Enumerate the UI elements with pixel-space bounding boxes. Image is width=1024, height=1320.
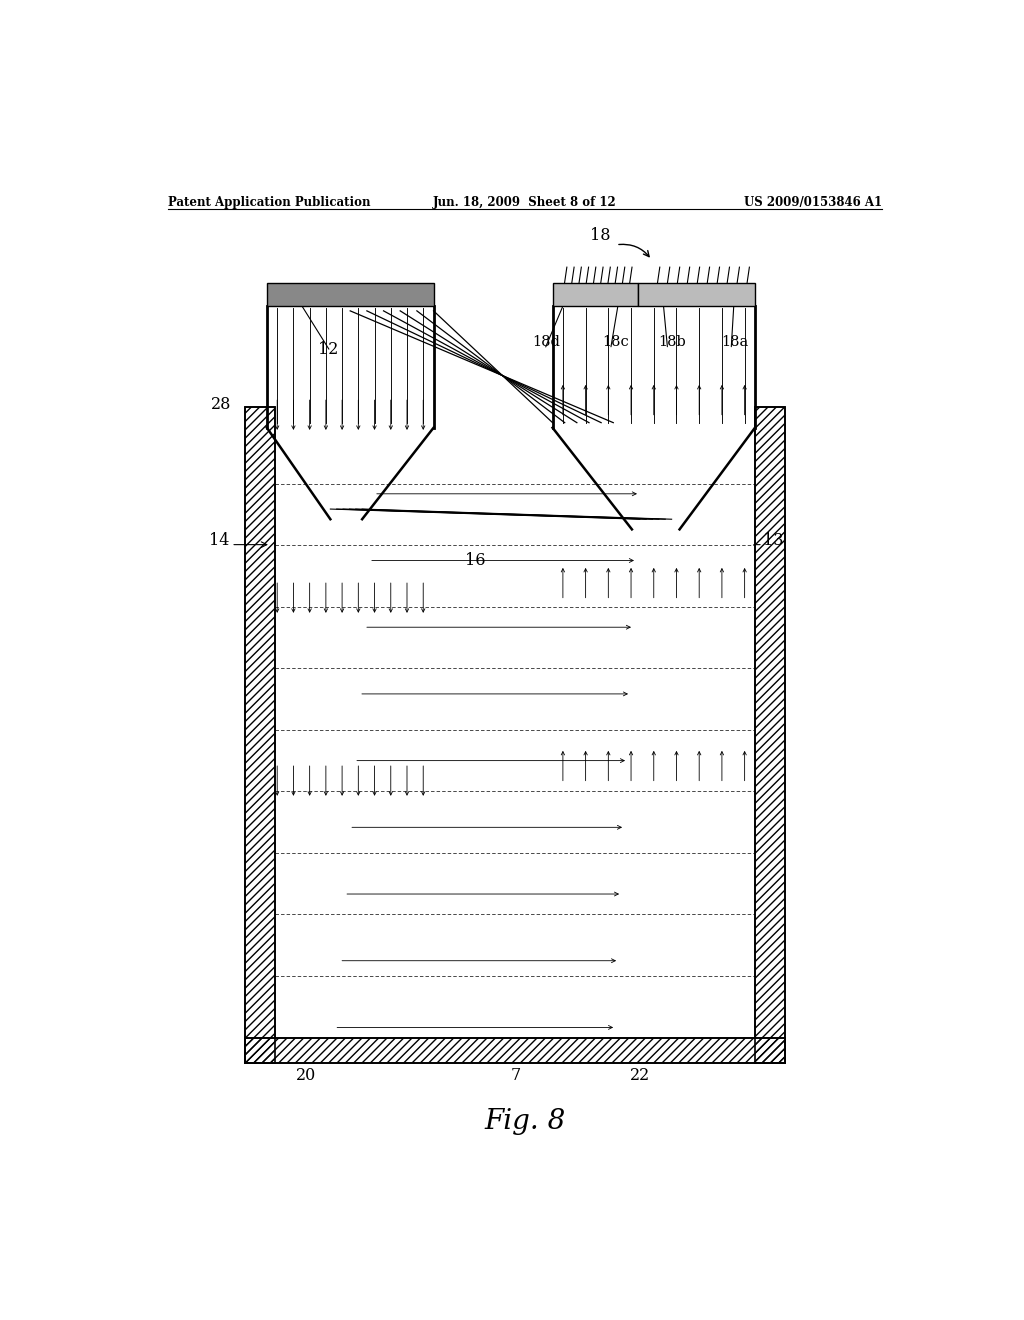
Text: 13: 13 <box>763 532 783 549</box>
Bar <box>267 284 433 306</box>
Text: Fig. 8: Fig. 8 <box>484 1109 565 1135</box>
Text: 18a: 18a <box>722 335 749 350</box>
Text: 22: 22 <box>630 1068 650 1084</box>
Text: 16: 16 <box>465 552 485 569</box>
Bar <box>246 408 274 1063</box>
Text: Patent Application Publication: Patent Application Publication <box>168 195 371 209</box>
Text: Jun. 18, 2009  Sheet 8 of 12: Jun. 18, 2009 Sheet 8 of 12 <box>433 195 616 209</box>
Bar <box>246 1038 785 1063</box>
Bar <box>553 284 638 306</box>
Text: 12: 12 <box>318 341 339 358</box>
Bar <box>638 284 755 306</box>
Text: 28: 28 <box>211 396 231 413</box>
Text: 7: 7 <box>510 1068 520 1084</box>
Text: 18b: 18b <box>658 335 686 350</box>
Text: US 2009/0153846 A1: US 2009/0153846 A1 <box>743 195 882 209</box>
Bar <box>755 408 785 1063</box>
Text: 18c: 18c <box>602 335 629 350</box>
Bar <box>755 408 785 1063</box>
Bar <box>246 1038 785 1063</box>
Text: 18: 18 <box>590 227 610 244</box>
Text: 14: 14 <box>209 532 229 549</box>
Text: 20: 20 <box>296 1068 316 1084</box>
Text: 18d: 18d <box>532 335 560 350</box>
Bar <box>246 408 274 1063</box>
